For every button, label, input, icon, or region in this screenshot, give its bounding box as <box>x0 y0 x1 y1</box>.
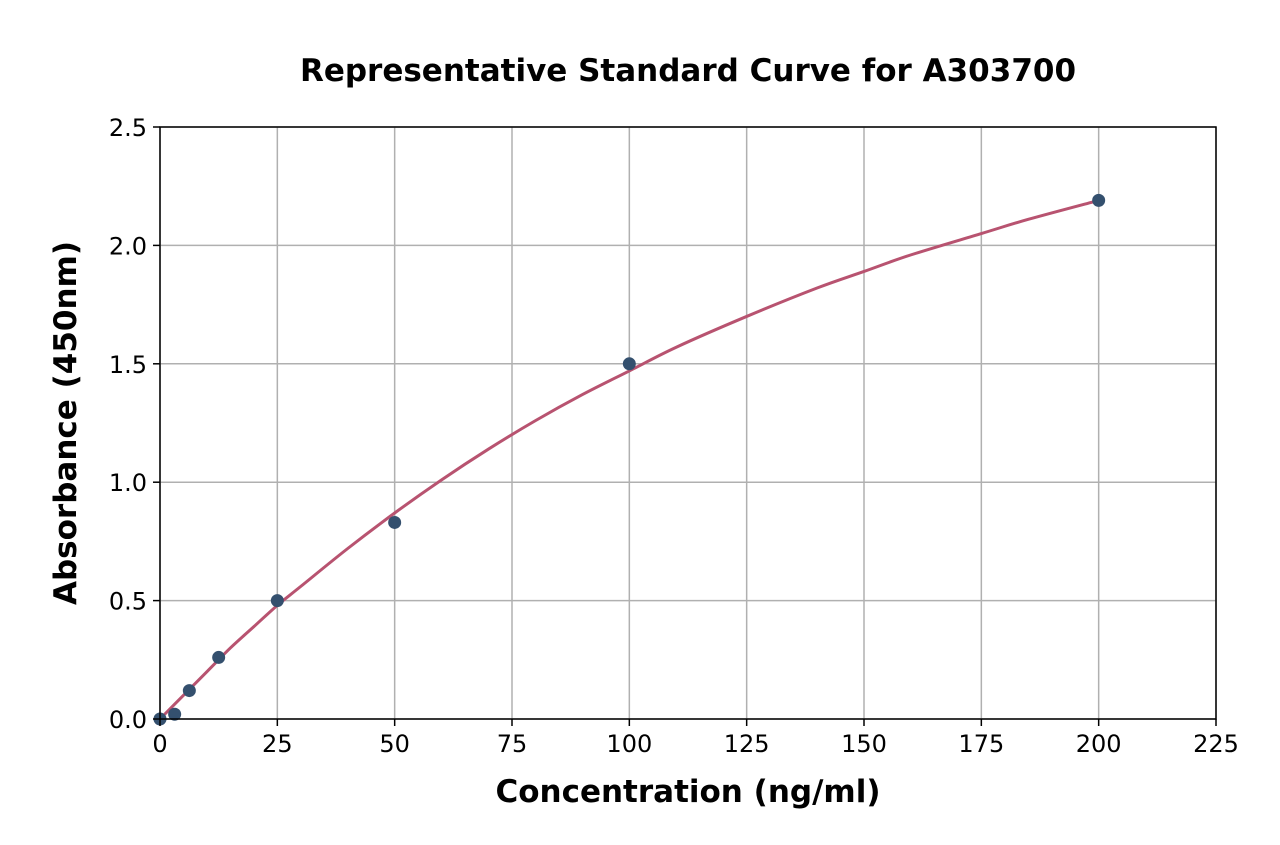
y-tick-label: 0.5 <box>109 588 147 616</box>
x-tick-label: 150 <box>841 730 887 758</box>
x-tick-label: 0 <box>152 730 167 758</box>
x-tick-label: 25 <box>262 730 293 758</box>
grid-lines <box>159 126 1217 720</box>
fit-curve-line <box>158 198 1100 721</box>
y-tick-label: 2.5 <box>109 114 147 142</box>
data-point <box>622 357 636 371</box>
data-point <box>212 650 226 664</box>
fit-curve-layer <box>158 198 1100 721</box>
x-tick-label: 75 <box>497 730 528 758</box>
y-axis-label: Absorbance (450nm) <box>48 241 84 605</box>
x-tick-label: 125 <box>724 730 770 758</box>
x-tick-label: 100 <box>606 730 652 758</box>
x-tick-label: 50 <box>379 730 410 758</box>
x-axis-label: Concentration (ng/ml) <box>495 774 880 810</box>
plot-frame <box>159 126 1217 720</box>
x-tick-label: 200 <box>1076 730 1122 758</box>
data-point <box>1092 193 1106 207</box>
data-point <box>388 515 402 529</box>
data-point <box>270 594 284 608</box>
x-tick-label: 225 <box>1193 730 1239 758</box>
data-point <box>168 707 182 721</box>
axis-ticks: 0 25 50 75 100 125 150 175 200 225 0.0 0.5 1.0 1.5 2.0… <box>109 114 1239 758</box>
x-tick-label: 175 <box>958 730 1004 758</box>
chart-title: Representative Standard Curve for A30370… <box>300 53 1076 89</box>
y-tick-label: 1.5 <box>109 351 147 379</box>
y-tick-label: 1.0 <box>109 469 147 497</box>
y-tick-label: 0.0 <box>109 706 147 734</box>
data-points-layer <box>153 193 1106 726</box>
y-tick-label: 2.0 <box>109 232 147 260</box>
data-point <box>182 684 196 698</box>
